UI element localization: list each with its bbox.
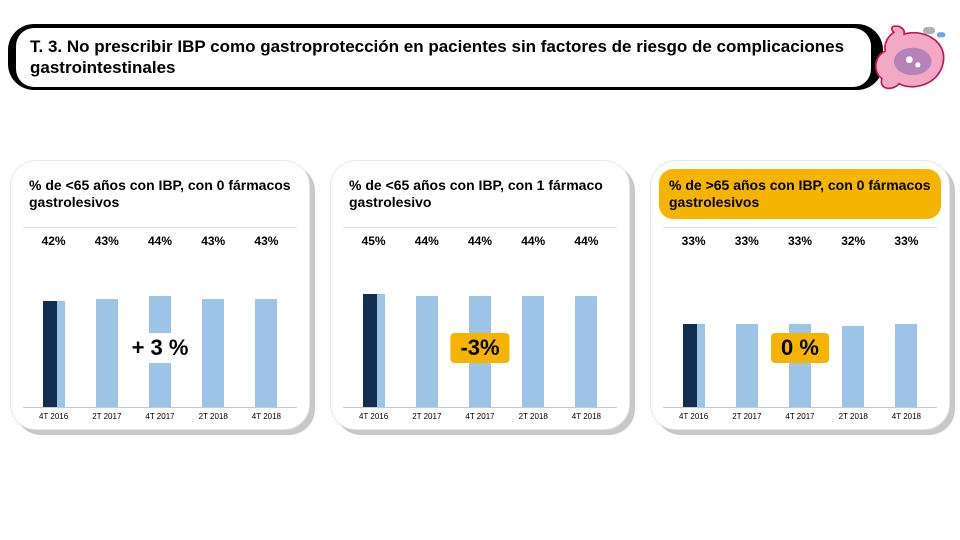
x-axis-label: 2T 2017 xyxy=(80,412,133,421)
panel-0-chart: 42% 43% 44% 43% 43% xyxy=(23,227,297,407)
x-axis-label: 4T 2018 xyxy=(240,412,293,421)
panels-row: % de <65 años con IBP, con 0 fármacos ga… xyxy=(0,160,960,430)
x-axis-label: 4T 2018 xyxy=(880,412,933,421)
x-axis-label: 2T 2018 xyxy=(507,412,560,421)
panel-1-title: % de <65 años con IBP, con 1 fármaco gas… xyxy=(339,169,621,219)
bar-col: 45% xyxy=(347,228,400,407)
bar-value-label: 44% xyxy=(521,234,545,248)
bar xyxy=(361,294,387,407)
bar-col: 44% xyxy=(507,228,560,407)
bar xyxy=(520,296,546,407)
header-pill: T. 3. No prescribir IBP como gastroprote… xyxy=(8,24,883,90)
bar-value-label: 44% xyxy=(468,234,492,248)
panel-0: % de <65 años con IBP, con 0 fármacos ga… xyxy=(10,160,310,430)
bar-value-label: 32% xyxy=(841,234,865,248)
bar xyxy=(200,299,226,407)
x-axis-label: 2T 2017 xyxy=(720,412,773,421)
bar xyxy=(893,324,919,407)
x-axis-label: 4T 2016 xyxy=(27,412,80,421)
x-axis-label: 4T 2016 xyxy=(667,412,720,421)
x-axis-label: 4T 2017 xyxy=(453,412,506,421)
x-axis-label: 2T 2018 xyxy=(827,412,880,421)
slide-root: { "header": { "title": "T. 3. No prescri… xyxy=(0,0,960,540)
bar-col: 32% xyxy=(827,228,880,407)
bar-col: 44% xyxy=(133,228,186,407)
bar-value-label: 43% xyxy=(95,234,119,248)
bar-col: 43% xyxy=(240,228,293,407)
stomach-icon xyxy=(868,22,954,94)
panel-2: % de >65 años con IBP, con 0 fármacos ga… xyxy=(650,160,950,430)
bar xyxy=(414,296,440,407)
panel-2-xlabels: 4T 20162T 20174T 20172T 20184T 2018 xyxy=(663,407,937,421)
panel-2-chart: 33% 33% 33% 32% 33% xyxy=(663,227,937,407)
bar-col: 33% xyxy=(880,228,933,407)
bar xyxy=(681,324,707,407)
bar-col: 44% xyxy=(453,228,506,407)
panel-2-change: 0 % xyxy=(771,333,829,363)
bar-col: 42% xyxy=(27,228,80,407)
bar xyxy=(840,326,866,407)
panel-1-change: -3% xyxy=(450,333,509,363)
bar-value-label: 33% xyxy=(894,234,918,248)
bar-col: 44% xyxy=(560,228,613,407)
x-axis-label: 4T 2017 xyxy=(773,412,826,421)
bar xyxy=(734,324,760,407)
header-title: T. 3. No prescribir IBP como gastroprote… xyxy=(16,28,871,87)
bar xyxy=(573,296,599,407)
panel-1-chart: 45% 44% 44% 44% 44% xyxy=(343,227,617,407)
x-axis-label: 4T 2018 xyxy=(560,412,613,421)
bar-value-label: 43% xyxy=(201,234,225,248)
panel-2-title: % de >65 años con IBP, con 0 fármacos ga… xyxy=(659,169,941,219)
bar xyxy=(41,301,67,407)
bar-col: 33% xyxy=(720,228,773,407)
x-axis-label: 4T 2016 xyxy=(347,412,400,421)
bar xyxy=(94,299,120,407)
bar-value-label: 45% xyxy=(362,234,386,248)
x-axis-label: 2T 2018 xyxy=(187,412,240,421)
bar-value-label: 44% xyxy=(148,234,172,248)
bar-value-label: 44% xyxy=(574,234,598,248)
x-axis-label: 2T 2017 xyxy=(400,412,453,421)
bar-col: 33% xyxy=(667,228,720,407)
bar-value-label: 43% xyxy=(254,234,278,248)
panel-0-title: % de <65 años con IBP, con 0 fármacos ga… xyxy=(19,169,301,219)
bar-value-label: 42% xyxy=(42,234,66,248)
x-axis-label: 4T 2017 xyxy=(133,412,186,421)
panel-1-xlabels: 4T 20162T 20174T 20172T 20184T 2018 xyxy=(343,407,617,421)
bar-value-label: 33% xyxy=(682,234,706,248)
panel-1: % de <65 años con IBP, con 1 fármaco gas… xyxy=(330,160,630,430)
bar-col: 44% xyxy=(400,228,453,407)
bar-col: 33% xyxy=(773,228,826,407)
bar-value-label: 33% xyxy=(735,234,759,248)
bar-value-label: 44% xyxy=(415,234,439,248)
panel-0-change: + 3 % xyxy=(122,333,199,363)
bar xyxy=(253,299,279,407)
bar-col: 43% xyxy=(80,228,133,407)
panel-0-xlabels: 4T 20162T 20174T 20172T 20184T 2018 xyxy=(23,407,297,421)
bar-col: 43% xyxy=(187,228,240,407)
bar-value-label: 33% xyxy=(788,234,812,248)
